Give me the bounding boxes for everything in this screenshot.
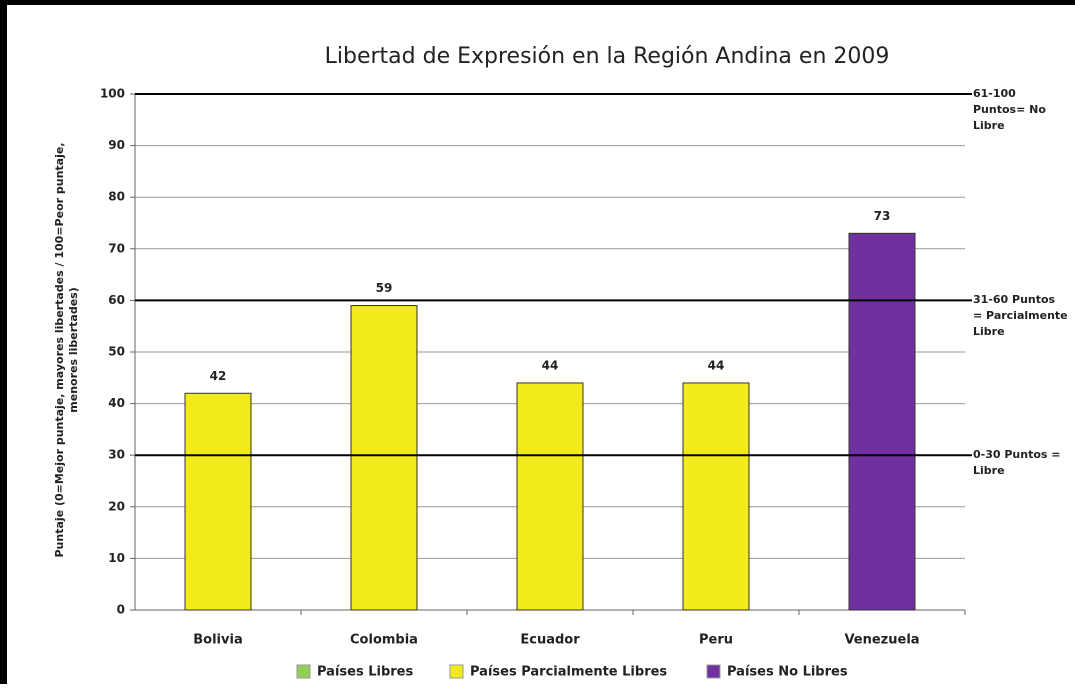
- data-label: 44: [542, 358, 559, 372]
- y-tick-label: 10: [108, 551, 125, 565]
- x-tick-label: Ecuador: [520, 633, 580, 648]
- data-label: 42: [210, 369, 227, 383]
- y-tick-label: 30: [108, 448, 125, 462]
- y-tick-label: 100: [100, 87, 125, 101]
- legend-label: Países Libres: [317, 665, 413, 680]
- bar: [184, 392, 252, 611]
- y-tick-label: 20: [108, 499, 125, 513]
- data-label: 73: [874, 209, 891, 223]
- bar: [848, 232, 916, 611]
- legend-swatch: [706, 664, 721, 679]
- x-tick-label: Peru: [699, 633, 733, 648]
- data-label: 59: [376, 281, 393, 295]
- y-tick-label: 60: [108, 293, 125, 307]
- y-tick-label: 50: [108, 345, 125, 359]
- y-tick-label: 90: [108, 138, 125, 152]
- y-axis-label: Puntaje (0=Mejor puntaje, mayores libert…: [53, 142, 80, 558]
- data-label: 44: [708, 358, 725, 372]
- bar: [682, 382, 750, 611]
- legend-label: Países No Libres: [727, 665, 848, 680]
- threshold-note: 31-60 Puntos = Parcialmente Libre: [973, 293, 1068, 339]
- threshold-note: 61-100 Puntos= No Libre: [973, 87, 1046, 132]
- bar: [516, 382, 584, 611]
- y-tick-label: 80: [108, 190, 125, 204]
- y-tick-label: 0: [117, 603, 125, 617]
- bar: [350, 305, 418, 611]
- chart-title: Libertad de Expresión en la Región Andin…: [325, 44, 890, 69]
- y-tick-label: 40: [108, 396, 125, 410]
- y-tick-label: 70: [108, 241, 125, 255]
- x-tick-label: Colombia: [350, 633, 418, 648]
- legend-swatch: [449, 664, 464, 679]
- chart: Libertad de Expresión en la Región Andin…: [100, 44, 972, 680]
- legend-swatch: [296, 664, 311, 679]
- threshold-note: 0-30 Puntos = Libre: [973, 448, 1061, 478]
- x-tick-label: Bolivia: [193, 633, 242, 648]
- legend-label: Países Parcialmente Libres: [470, 665, 667, 680]
- x-tick-label: Venezuela: [844, 633, 919, 648]
